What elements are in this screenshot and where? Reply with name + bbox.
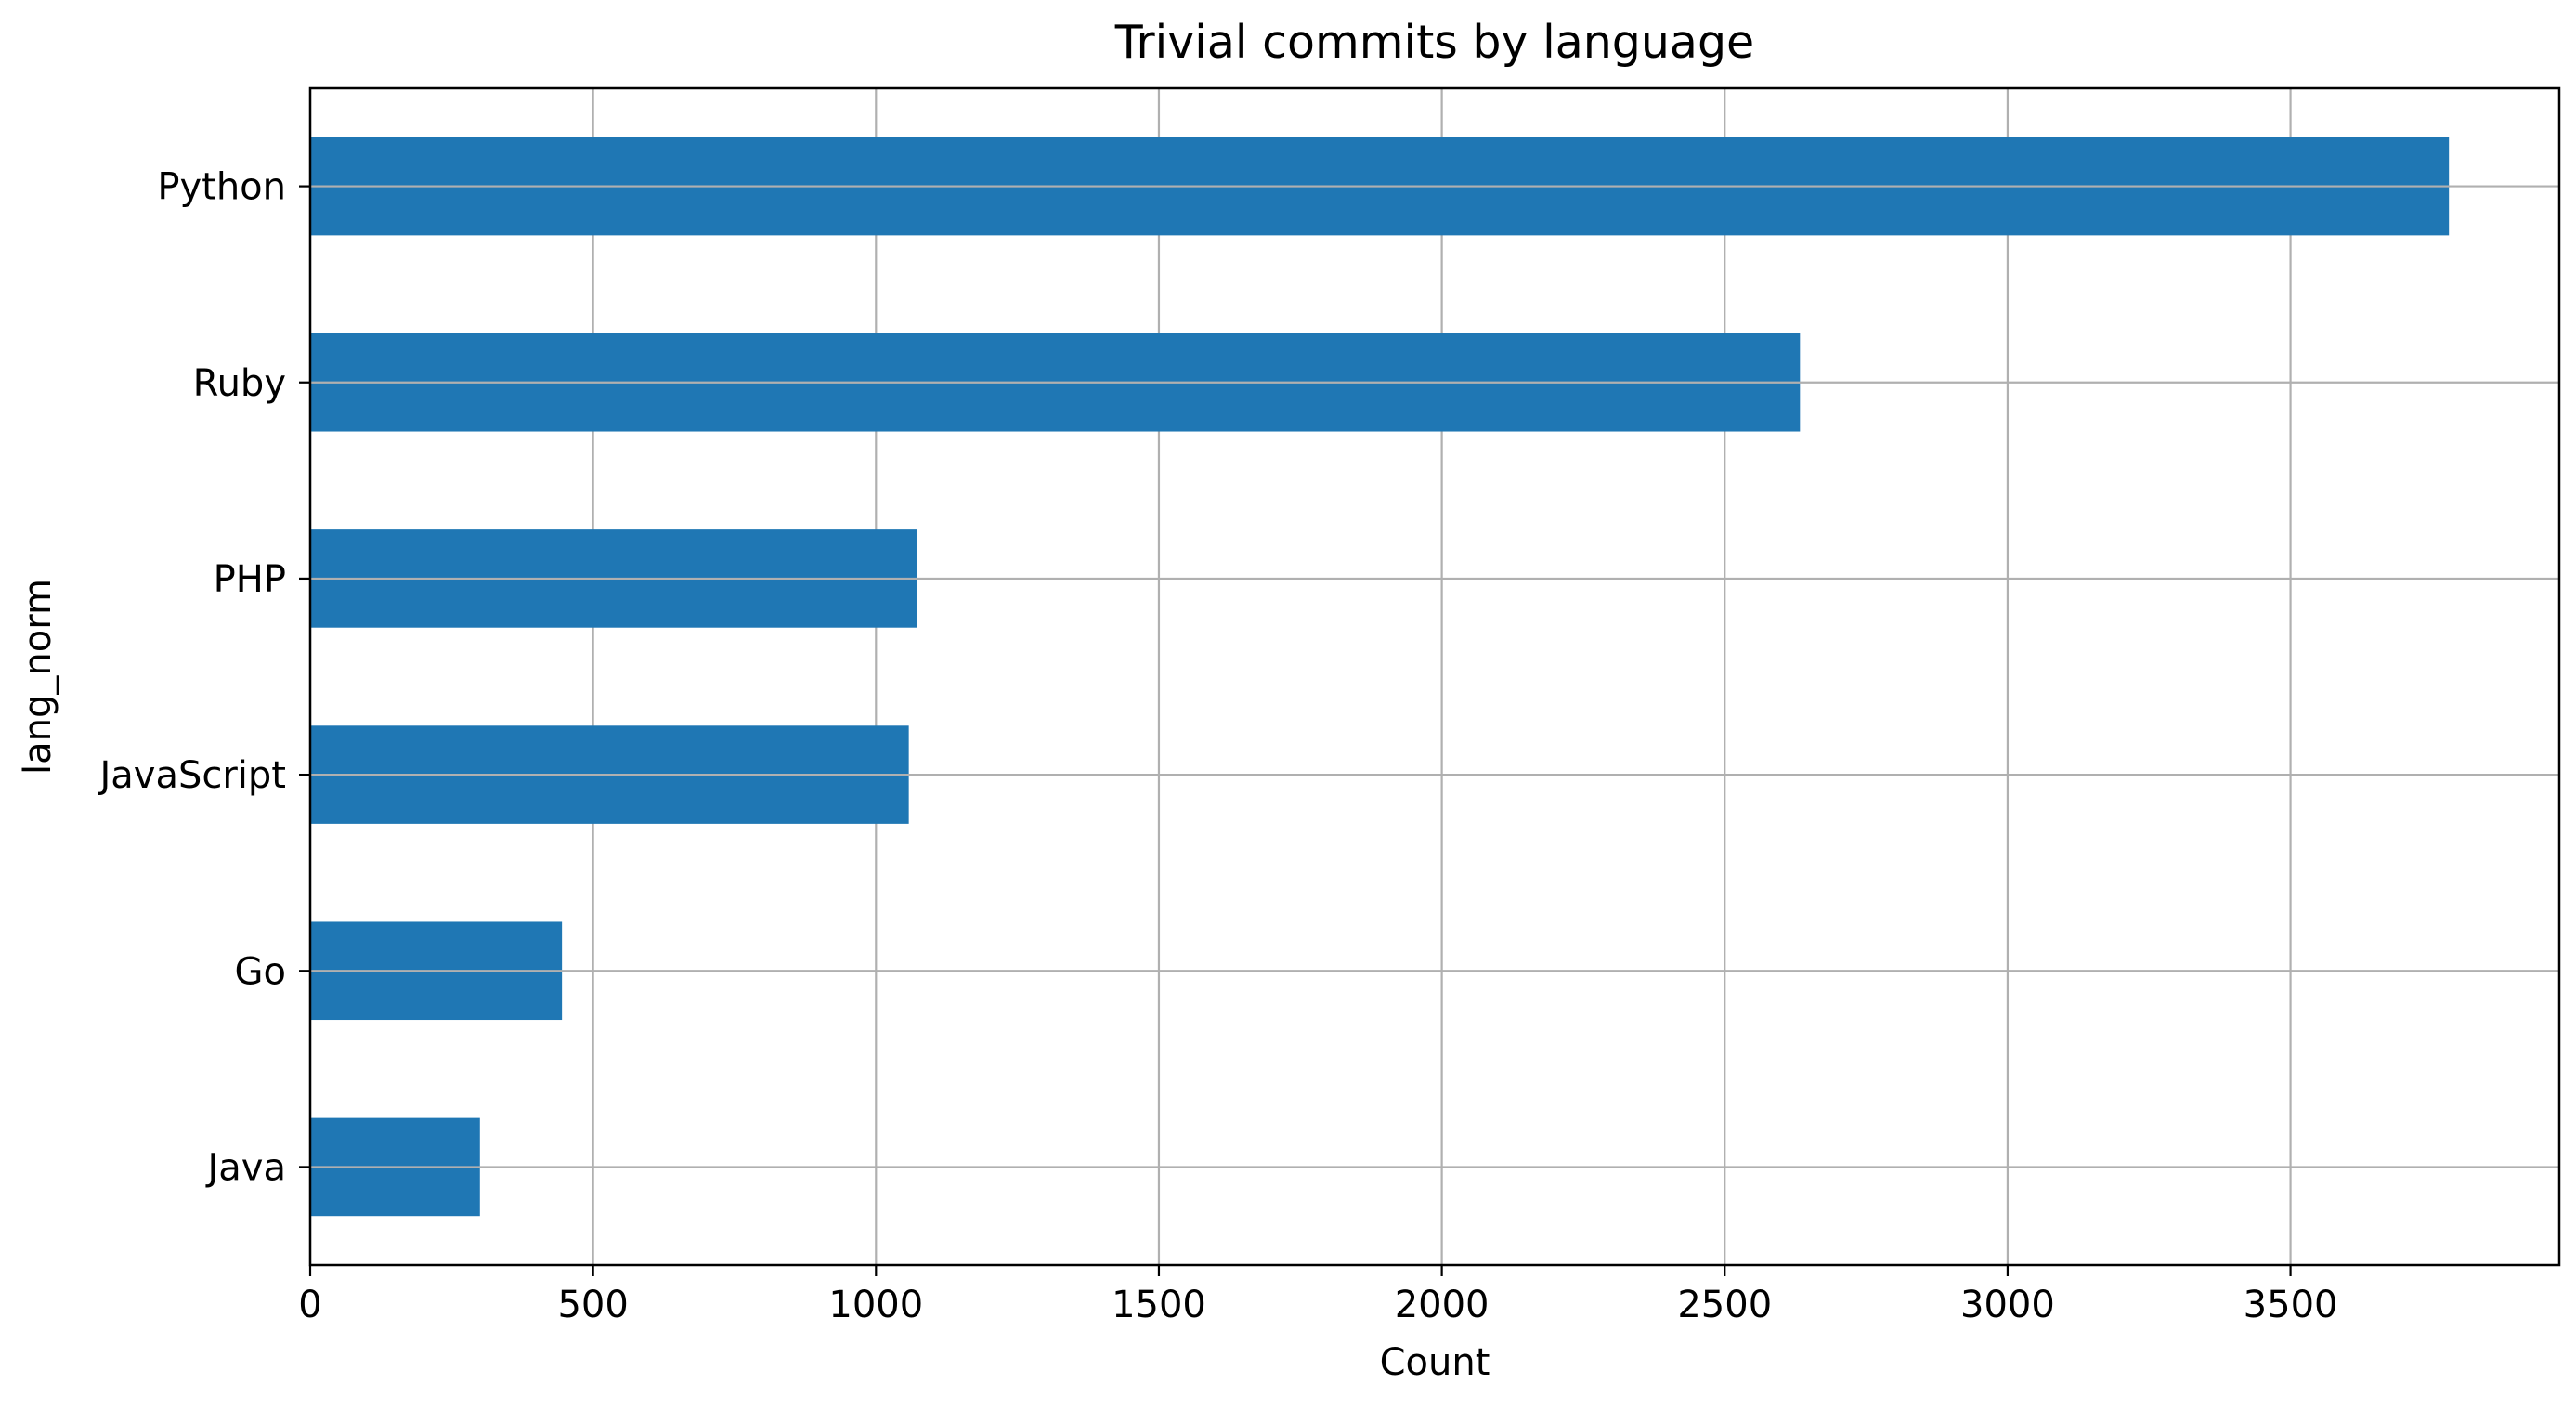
y-axis-ticks: Java Go JavaScript PHP Ruby Python: [97, 166, 310, 1189]
x-tick-label-3500: 3500: [2244, 1284, 2338, 1326]
chart-title: Trivial commits by language: [1114, 16, 1754, 69]
x-tick-label-1000: 1000: [828, 1284, 923, 1326]
x-axis-ticks: 0 500 1000 1500 2000 2500 3000 3500: [298, 1265, 2337, 1326]
x-tick-label-1500: 1500: [1112, 1284, 1206, 1326]
x-tick-label-0: 0: [298, 1284, 321, 1326]
x-tick-label-2000: 2000: [1395, 1284, 1490, 1326]
x-tick-label-500: 500: [557, 1284, 628, 1326]
y-tick-label-php: PHP: [214, 558, 286, 601]
x-tick-label-2500: 2500: [1677, 1284, 1772, 1326]
y-tick-label-ruby: Ruby: [193, 362, 286, 405]
horizontal-gridlines: [310, 185, 2559, 1168]
plot-frame: [308, 86, 2561, 1267]
y-tick-label-python: Python: [157, 166, 286, 209]
x-tick-label-3000: 3000: [1960, 1284, 2055, 1326]
y-tick-label-go: Go: [235, 950, 286, 993]
y-tick-label-javascript: JavaScript: [97, 754, 286, 797]
y-axis-label: lang_norm: [17, 579, 59, 775]
x-axis-label: Count: [1380, 1341, 1490, 1384]
y-tick-label-java: Java: [205, 1146, 287, 1189]
